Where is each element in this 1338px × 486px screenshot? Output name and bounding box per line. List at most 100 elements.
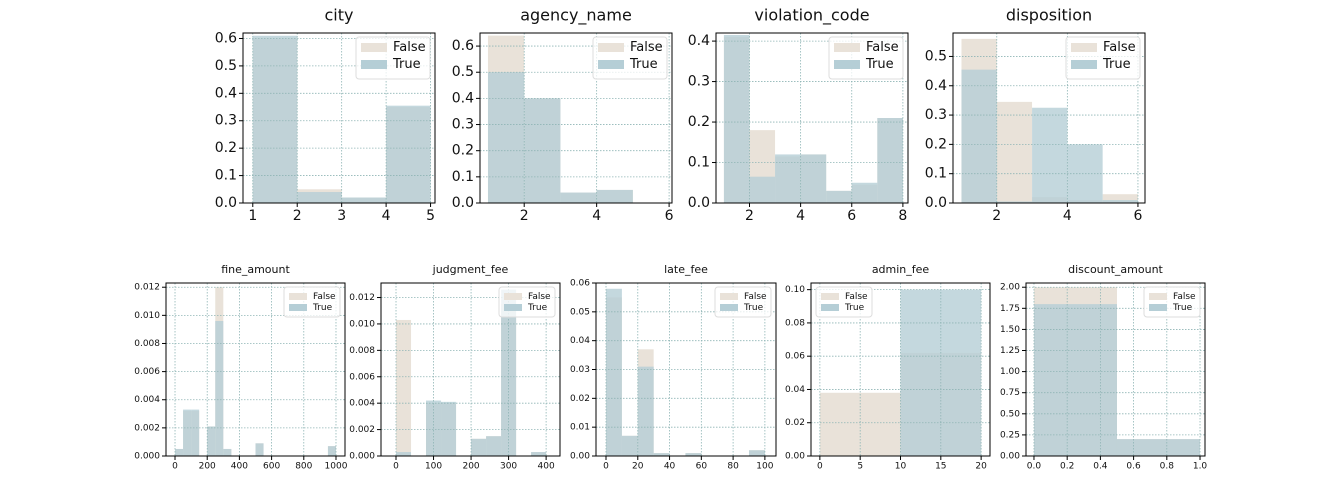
- histogram-bar: [223, 448, 232, 456]
- x-tick-label: 20: [632, 462, 644, 472]
- plot-frame: [380, 282, 561, 457]
- histogram-bar: [560, 192, 597, 203]
- legend-label: False: [744, 292, 767, 302]
- chart-title: agency_name: [520, 6, 632, 26]
- x-tick-label: 15: [935, 462, 946, 472]
- y-tick-label: 0.004: [349, 399, 375, 409]
- y-tick-label: 0.002: [349, 425, 375, 435]
- legend-label: True: [1172, 303, 1193, 313]
- y-tick-label: 0.5: [215, 58, 237, 74]
- y-tick-label: 0.2: [688, 114, 710, 130]
- y-tick-label: 1.00: [1000, 367, 1020, 377]
- y-tick-label: 0.1: [688, 155, 710, 171]
- x-tick-label: 800: [295, 462, 312, 472]
- x-tick-label: 0: [817, 462, 823, 472]
- legend-swatch: [1149, 293, 1167, 300]
- chart-title: judgment_fee: [432, 263, 509, 276]
- y-tick-label: 0.5: [452, 64, 474, 80]
- y-tick-label: 0.008: [134, 339, 160, 349]
- x-tick-label: 2: [520, 208, 529, 224]
- y-tick-label: 0.006: [134, 367, 160, 377]
- chart-title: disposition: [1006, 6, 1092, 25]
- legend-swatch: [1071, 60, 1097, 69]
- histogram-bar: [996, 101, 1033, 203]
- plot-frame: [1025, 282, 1206, 457]
- legend-swatch: [504, 293, 522, 300]
- y-tick-label: 0.08: [785, 318, 805, 328]
- histogram-bar: [748, 450, 765, 456]
- x-tick-label: 100: [756, 462, 773, 472]
- y-tick-label: 0.1: [925, 166, 947, 182]
- x-tick-label: 0.2: [1060, 462, 1074, 472]
- y-tick-label: 0.2: [215, 140, 237, 156]
- y-tick-label: 0.25: [1000, 430, 1020, 440]
- plot-frame: [165, 282, 346, 457]
- legend-label: True: [629, 57, 658, 72]
- x-tick-label: 2: [745, 208, 754, 224]
- x-tick-label: 20: [975, 462, 987, 472]
- y-tick-label: 0.04: [570, 336, 590, 346]
- plot-frame: [479, 32, 673, 204]
- histogram-bar: [775, 154, 801, 203]
- legend-swatch: [821, 293, 839, 300]
- y-tick-label: 0.0: [925, 195, 947, 211]
- y-tick-label: 0.02: [785, 418, 805, 428]
- y-tick-label: 0.0: [215, 195, 237, 211]
- legend-label: False: [313, 292, 336, 302]
- histogram-bar: [1032, 107, 1068, 203]
- legend-swatch: [361, 43, 387, 52]
- y-tick-label: 0.75: [1000, 388, 1020, 398]
- legend-label: False: [866, 40, 899, 55]
- y-tick-label: 0.00: [1000, 452, 1020, 462]
- histogram-bar: [486, 436, 502, 456]
- y-tick-label: 0.1: [215, 168, 237, 184]
- y-tick-label: 1.25: [1000, 346, 1020, 356]
- x-tick-label: 1000: [325, 462, 348, 472]
- plot-frame: [595, 282, 777, 457]
- y-tick-label: 0.3: [688, 74, 710, 90]
- x-tick-label: 4: [1063, 208, 1072, 224]
- y-tick-label: 0.4: [215, 85, 237, 101]
- histogram-bar: [723, 35, 750, 204]
- x-tick-label: 0: [172, 462, 178, 472]
- x-tick-label: 1.0: [1193, 462, 1208, 472]
- y-tick-label: 0.6: [452, 38, 474, 54]
- y-tick-label: 0.00: [570, 452, 590, 462]
- y-tick-label: 0.1: [452, 169, 474, 185]
- histogram-bar: [531, 452, 547, 456]
- histogram-bar: [207, 426, 216, 456]
- legend-label: True: [844, 303, 865, 313]
- y-tick-label: 0.006: [349, 372, 375, 382]
- legend-swatch: [598, 60, 624, 69]
- y-tick-label: 0.004: [134, 395, 160, 405]
- chart-title: fine_amount: [221, 263, 290, 276]
- y-tick-label: 0.06: [570, 279, 590, 289]
- legend-swatch: [821, 304, 839, 311]
- x-tick-label: 6: [1133, 208, 1142, 224]
- histogram-bar: [653, 453, 670, 456]
- histogram-bar: [1102, 200, 1138, 203]
- histogram-bar: [386, 105, 431, 203]
- x-tick-label: 200: [199, 462, 216, 472]
- x-tick-label: 0.0: [1027, 462, 1042, 472]
- legend-label: True: [743, 303, 764, 313]
- y-tick-label: 0.4: [452, 90, 474, 106]
- x-tick-label: 200: [462, 462, 479, 472]
- x-tick-label: 40: [664, 462, 676, 472]
- histogram-bar: [877, 118, 903, 203]
- y-tick-label: 0.3: [215, 113, 237, 129]
- y-tick-label: 0.50: [1000, 409, 1020, 419]
- histogram-bar: [524, 98, 561, 203]
- legend-swatch: [361, 60, 387, 69]
- x-tick-label: 8: [898, 208, 907, 224]
- y-tick-label: 0.3: [925, 107, 947, 123]
- y-tick-label: 0.0: [688, 195, 710, 211]
- legend-swatch: [289, 304, 307, 311]
- x-tick-label: 10: [895, 462, 907, 472]
- x-tick-label: 600: [263, 462, 280, 472]
- x-tick-label: 4: [592, 208, 601, 224]
- x-tick-label: 4: [382, 208, 391, 224]
- x-tick-label: 0.8: [1160, 462, 1175, 472]
- histogram-bar: [1102, 194, 1138, 203]
- chart-title: late_fee: [664, 263, 708, 276]
